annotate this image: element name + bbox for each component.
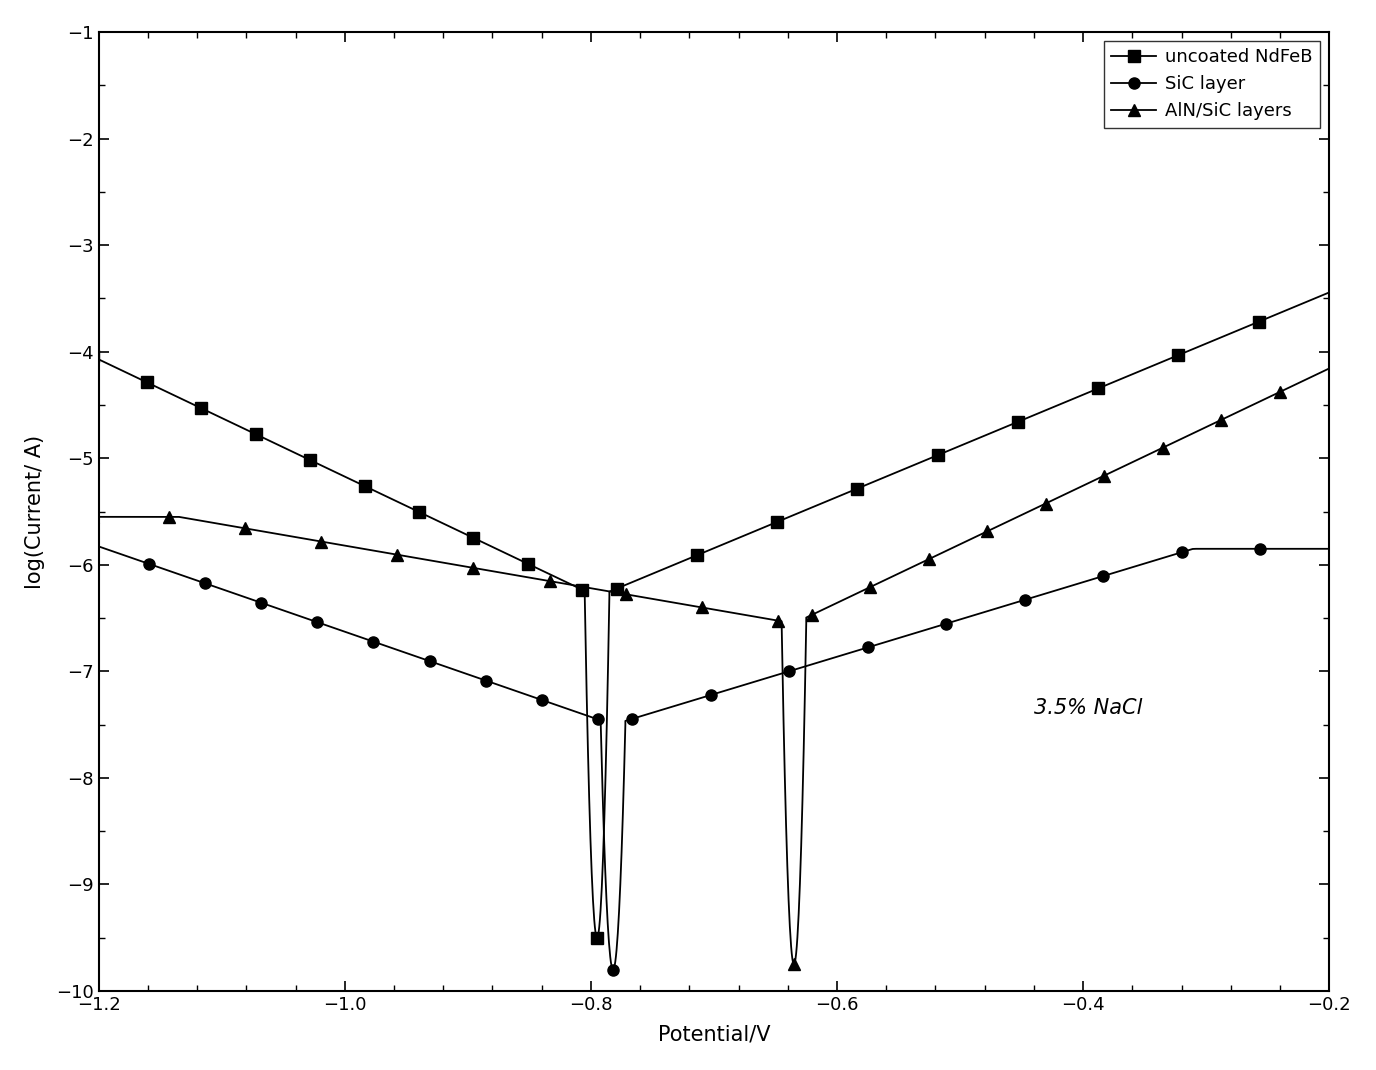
AlN/SiC layers (1186, 426, 1203, 439)
uncoated NdFeB (1218, 328, 1234, 341)
AlN/SiC layers (611, 586, 627, 599)
Line: uncoated NdFeB: uncoated NdFeB (87, 285, 1340, 943)
Text: 3.5% NaCl: 3.5% NaCl (1033, 698, 1142, 718)
AlN/SiC layers (1326, 360, 1343, 372)
SiC layer (604, 963, 621, 976)
uncoated NdFeB (191, 400, 208, 413)
SiC layer (472, 672, 488, 685)
AlN/SiC layers (786, 958, 802, 970)
uncoated NdFeB (242, 426, 259, 439)
uncoated NdFeB (1326, 284, 1343, 296)
SiC layer (194, 576, 211, 589)
AlN/SiC layers (84, 510, 100, 523)
uncoated NdFeB (84, 350, 100, 363)
Line: SiC layer: SiC layer (87, 539, 1340, 975)
AlN/SiC layers (1247, 397, 1263, 410)
Y-axis label: log(Current/ A): log(Current/ A) (25, 434, 45, 588)
SiC layer (480, 675, 497, 688)
uncoated NdFeB (589, 931, 605, 944)
X-axis label: Potential/V: Potential/V (658, 1025, 771, 1045)
uncoated NdFeB (468, 533, 484, 546)
SiC layer (1138, 556, 1154, 569)
AlN/SiC layers (621, 588, 637, 601)
SiC layer (1221, 542, 1237, 555)
AlN/SiC layers (233, 521, 249, 534)
SiC layer (248, 595, 264, 608)
uncoated NdFeB (1134, 364, 1150, 377)
SiC layer (1326, 542, 1343, 555)
AlN/SiC layers (305, 534, 322, 547)
Legend: uncoated NdFeB, SiC layer, AlN/SiC layers: uncoated NdFeB, SiC layer, AlN/SiC layer… (1104, 41, 1320, 127)
Line: AlN/SiC layers: AlN/SiC layers (87, 360, 1340, 969)
SiC layer (84, 538, 100, 551)
uncoated NdFeB (460, 529, 476, 541)
